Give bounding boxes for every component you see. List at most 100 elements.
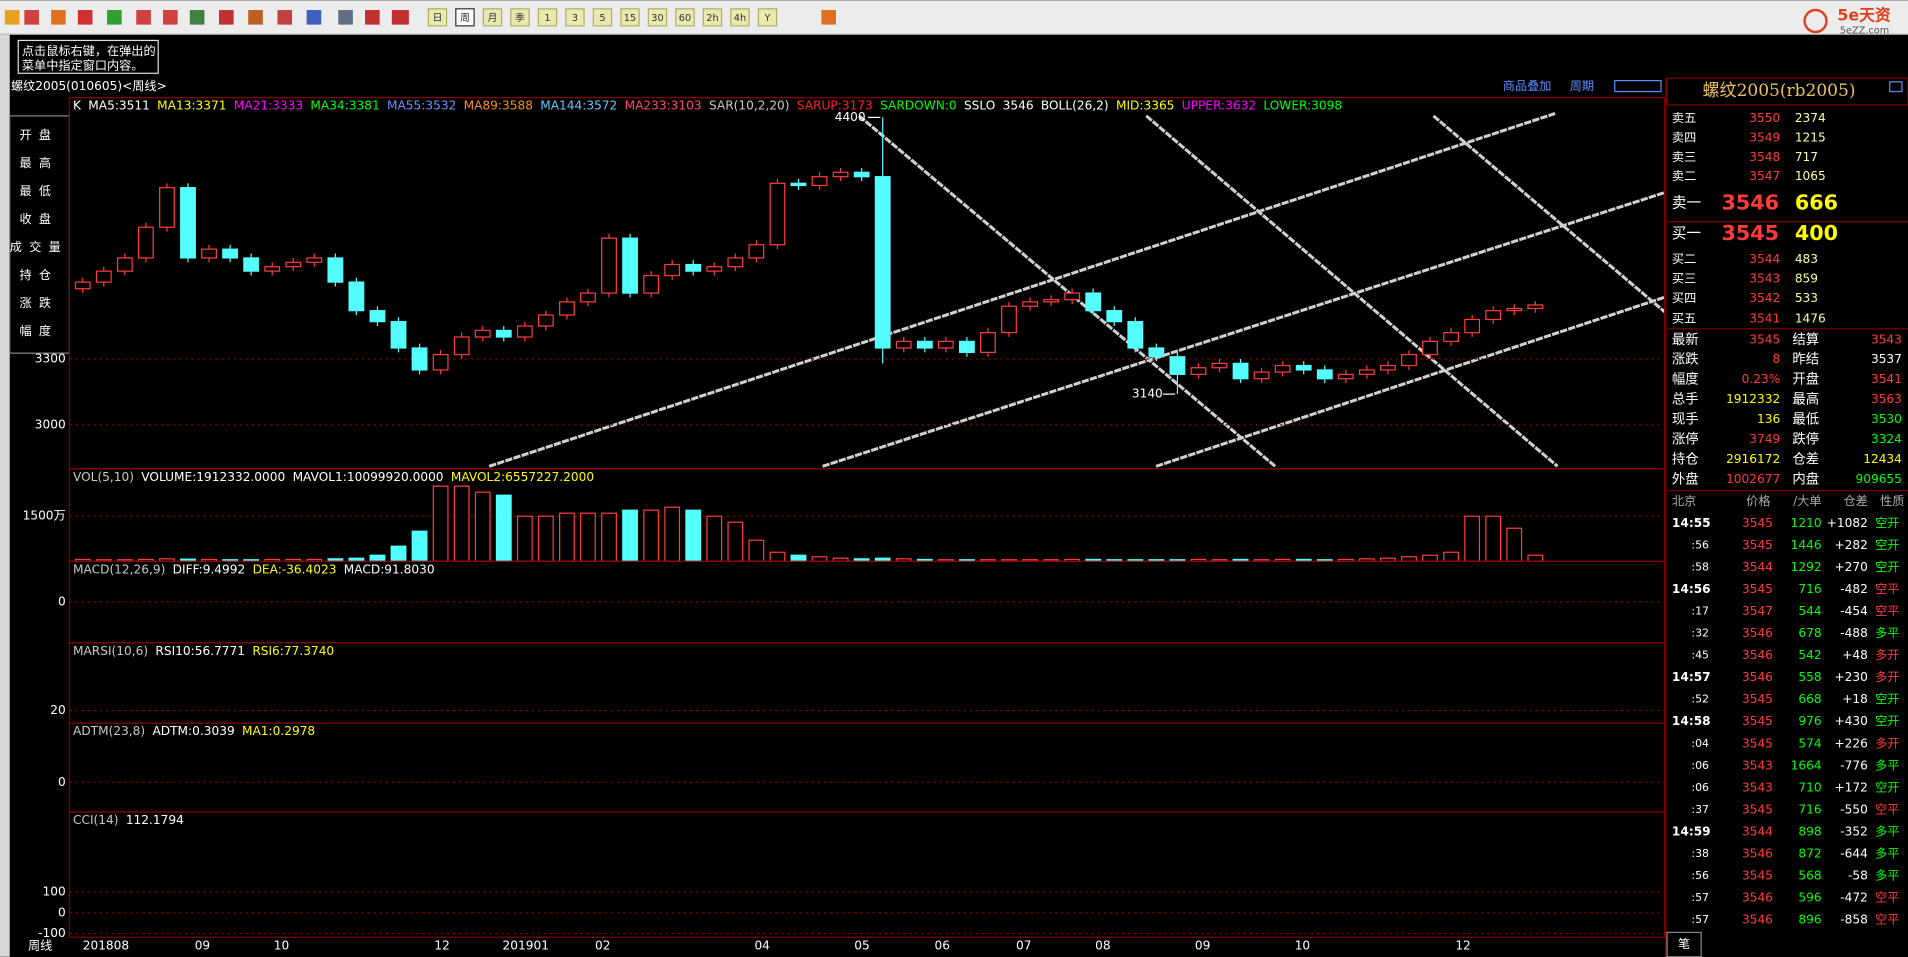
candle-body bbox=[180, 187, 196, 259]
icon[interactable] bbox=[51, 10, 66, 25]
candle-body bbox=[601, 237, 617, 294]
book-volume: 533 bbox=[1795, 291, 1818, 305]
icon[interactable] bbox=[365, 10, 380, 25]
candle-body bbox=[95, 270, 112, 283]
tick-time: 14:55 bbox=[1672, 516, 1711, 530]
tick-nature: 多开 bbox=[1875, 670, 1899, 684]
period-label[interactable]: 周 bbox=[460, 12, 470, 24]
volume-bar bbox=[769, 551, 786, 562]
candle-body bbox=[1485, 310, 1502, 321]
tick-change: -454 bbox=[1840, 604, 1868, 618]
period-label[interactable]: Y bbox=[763, 13, 770, 24]
icon[interactable] bbox=[77, 10, 93, 25]
period-button[interactable] bbox=[537, 8, 558, 27]
x-tick-label: 10 bbox=[274, 938, 289, 952]
period-button[interactable] bbox=[730, 8, 750, 27]
x-tick-label: 201808 bbox=[83, 938, 129, 952]
book-label: 卖一 bbox=[1672, 194, 1701, 211]
icon[interactable] bbox=[107, 10, 122, 25]
icon[interactable] bbox=[248, 10, 263, 25]
quote-button[interactable] bbox=[1889, 81, 1903, 93]
x-tick-label: 12 bbox=[434, 938, 449, 952]
tick-time: :57 bbox=[1691, 913, 1709, 926]
period-label[interactable]: 月 bbox=[488, 12, 498, 24]
icon[interactable] bbox=[821, 10, 836, 25]
trend-line bbox=[822, 191, 1666, 468]
icon[interactable] bbox=[277, 10, 293, 25]
icon[interactable] bbox=[136, 10, 151, 25]
stat-value: 3543 bbox=[1871, 332, 1902, 346]
stat-label: 涨跌 bbox=[1672, 352, 1699, 368]
icon[interactable] bbox=[4, 10, 20, 25]
y-tick-label: 1500万 bbox=[23, 509, 66, 523]
tab[interactable] bbox=[1666, 931, 1702, 957]
tick-volume: 668 bbox=[1798, 692, 1821, 706]
tab-label[interactable]: 笔 bbox=[1678, 936, 1690, 951]
period-button[interactable] bbox=[702, 8, 723, 27]
book-price: 3548 bbox=[1749, 150, 1780, 164]
link[interactable]: 周期 bbox=[1570, 79, 1594, 93]
icon[interactable] bbox=[189, 10, 205, 25]
candle-body bbox=[222, 248, 239, 259]
indicator-label: MAVOL2:6557227.2000 bbox=[451, 470, 594, 484]
period-label[interactable]: 3 bbox=[572, 13, 578, 24]
indicator-label: ADTM(23,8) bbox=[73, 724, 145, 738]
period-button[interactable] bbox=[455, 8, 475, 27]
volume-bar bbox=[1422, 554, 1438, 562]
tick-price: 3546 bbox=[1742, 648, 1773, 662]
period-label[interactable]: 1 bbox=[544, 13, 550, 24]
stat-value: 3530 bbox=[1871, 412, 1902, 426]
indicator-label: SSLO bbox=[964, 99, 995, 113]
period-button[interactable] bbox=[510, 8, 530, 27]
icon[interactable] bbox=[24, 10, 39, 25]
quote-title: 螺纹2005(rb2005) bbox=[1703, 81, 1856, 101]
period-button[interactable] bbox=[620, 8, 640, 27]
period-button[interactable] bbox=[427, 8, 448, 27]
period-label[interactable]: 2h bbox=[706, 13, 718, 24]
period-button[interactable] bbox=[565, 8, 585, 27]
indicator-label: UPPER:3632 bbox=[1182, 99, 1256, 113]
period-label[interactable]: 季 bbox=[515, 12, 525, 24]
period-button[interactable] bbox=[647, 8, 668, 27]
tick-time: 14:56 bbox=[1672, 582, 1711, 596]
icon[interactable] bbox=[391, 10, 409, 25]
book-volume: 717 bbox=[1795, 150, 1818, 164]
icon[interactable] bbox=[219, 10, 234, 25]
period-label[interactable]: 4h bbox=[734, 13, 746, 24]
period-button[interactable] bbox=[675, 8, 695, 27]
period-label[interactable]: 日 bbox=[433, 13, 443, 24]
volume-bar bbox=[1401, 556, 1417, 562]
period-label[interactable]: 30 bbox=[651, 13, 663, 24]
period-label[interactable]: 15 bbox=[624, 13, 636, 24]
window-buttons[interactable] bbox=[1614, 79, 1662, 93]
sidebar-label: 幅度 bbox=[19, 323, 58, 338]
info-box bbox=[9, 115, 70, 354]
icon[interactable] bbox=[338, 10, 353, 25]
candle-body bbox=[853, 171, 870, 178]
icon[interactable] bbox=[163, 10, 178, 25]
icon[interactable] bbox=[306, 10, 322, 25]
book-price: 3542 bbox=[1749, 291, 1780, 305]
y-tick-label: 20 bbox=[50, 703, 65, 717]
period-button[interactable] bbox=[482, 8, 503, 27]
ticks-header: 性质 bbox=[1880, 494, 1904, 508]
link[interactable]: 商品叠加 bbox=[1503, 78, 1552, 93]
volume-bar bbox=[559, 512, 575, 562]
candle-body bbox=[327, 257, 344, 283]
tick-volume: 898 bbox=[1798, 824, 1821, 838]
tick-volume: 1446 bbox=[1791, 538, 1822, 552]
book-label: 买五 bbox=[1672, 312, 1696, 326]
period-button[interactable] bbox=[592, 8, 613, 27]
tick-time: :37 bbox=[1691, 803, 1709, 816]
book-label: 买四 bbox=[1672, 291, 1696, 305]
indicator-label: MA144:3572 bbox=[540, 99, 617, 113]
tick-volume: 716 bbox=[1798, 582, 1821, 596]
x-tick-label: 07 bbox=[1016, 938, 1031, 952]
candle-body bbox=[1127, 321, 1144, 349]
book-volume: 666 bbox=[1795, 190, 1838, 214]
candle-body bbox=[1274, 364, 1291, 373]
period-label[interactable]: 5 bbox=[599, 13, 605, 24]
period-label[interactable]: 60 bbox=[679, 13, 691, 24]
period-button[interactable] bbox=[757, 8, 778, 27]
book-volume: 1476 bbox=[1795, 312, 1826, 326]
